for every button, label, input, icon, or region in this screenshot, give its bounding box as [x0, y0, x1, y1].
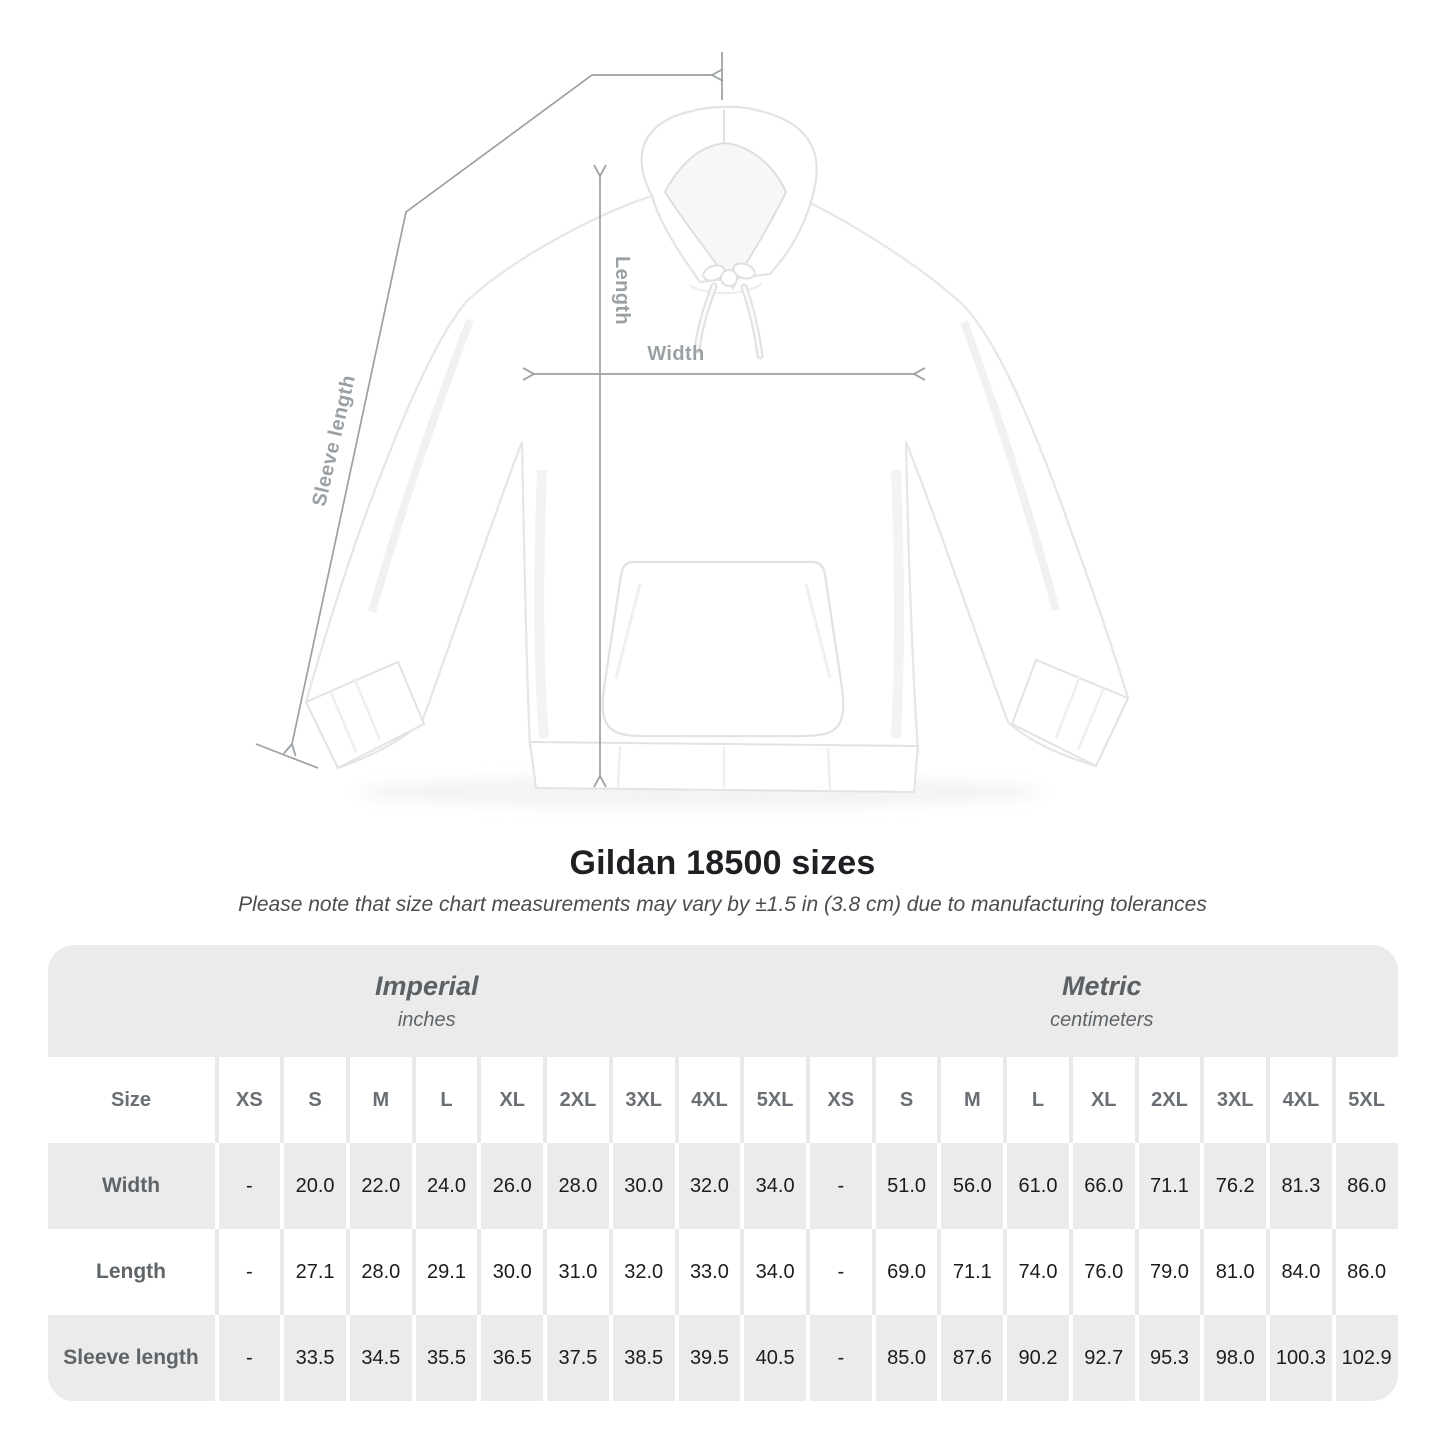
- length-annotation-label: Length: [611, 256, 633, 325]
- value-cell: 84.0: [1266, 1229, 1332, 1315]
- value-cell: 33.5: [280, 1315, 346, 1401]
- value-cell: 26.0: [477, 1143, 543, 1229]
- size-col-metric-s: S: [871, 1057, 938, 1143]
- value-cell: 30.0: [477, 1229, 543, 1315]
- imperial-sublabel: inches: [397, 1008, 456, 1031]
- unit-header-band: Imperial inches Metric centimeters: [48, 945, 1398, 1057]
- size-col-imperial-m: M: [345, 1057, 412, 1143]
- size-col-metric-xs: XS: [805, 1057, 872, 1143]
- value-cell: 28.0: [345, 1229, 412, 1315]
- value-cell: 27.1: [280, 1229, 346, 1315]
- size-col-imperial-l: L: [411, 1057, 478, 1143]
- imperial-label: Imperial: [374, 970, 479, 1001]
- value-cell: 56.0: [937, 1143, 1003, 1229]
- size-col-imperial-2xl: 2XL: [543, 1057, 609, 1143]
- size-col-imperial-3xl: 3XL: [608, 1057, 675, 1143]
- imperial-unit-header: Imperial inches: [48, 945, 807, 1057]
- row-label: Width: [101, 1174, 161, 1197]
- size-col-metric-m: M: [937, 1057, 1003, 1143]
- value-cell: -: [805, 1143, 872, 1229]
- value-cell: 86.0: [1331, 1143, 1398, 1229]
- metric-unit-header: Metric centimeters: [806, 945, 1398, 1057]
- size-col-imperial-xl: XL: [477, 1057, 543, 1143]
- value-cell: 22.0: [345, 1143, 412, 1229]
- size-table: Imperial inches Metric centimeters Size X…: [47, 945, 1398, 1401]
- measure-row-length: Length -27.1 28.0 29.1 30.0 31.0 32.0 33.0 34.0-…: [47, 1229, 1398, 1315]
- value-cell: 87.6: [937, 1315, 1003, 1401]
- size-column-header: Size: [110, 1088, 152, 1111]
- size-col-metric-xl: XL: [1068, 1057, 1135, 1143]
- metric-label: Metric: [1061, 970, 1142, 1001]
- value-cell: 32.0: [608, 1229, 675, 1315]
- value-cell: 100.3: [1266, 1315, 1332, 1401]
- sleeve-annotation-label: Sleeve length: [308, 373, 360, 509]
- size-col-metric-5xl: 5XL: [1331, 1057, 1398, 1143]
- value-cell: 30.0: [608, 1143, 675, 1229]
- value-cell: 24.0: [411, 1143, 478, 1229]
- value-cell: 36.5: [477, 1315, 543, 1401]
- size-col-metric-2xl: 2XL: [1134, 1057, 1201, 1143]
- value-cell: 76.0: [1068, 1229, 1135, 1315]
- size-col-metric-3xl: 3XL: [1200, 1057, 1266, 1143]
- size-col-metric-l: L: [1003, 1057, 1069, 1143]
- value-cell: 79.0: [1134, 1229, 1201, 1315]
- size-table-rows: Size XS S M L XL 2XL 3XL 4XL 5XL XS S M L XL 2XL 3XL 4XL 5…: [47, 1057, 1398, 1401]
- value-cell: 37.5: [543, 1315, 609, 1401]
- measure-row-sleeve-length: Sleeve length -33.5 34.5 35.5 36.5 37.5 38.5 39…: [48, 1315, 1398, 1401]
- row-label: Length: [96, 1260, 166, 1283]
- value-cell: 102.9: [1331, 1315, 1398, 1401]
- value-cell: -: [805, 1229, 872, 1315]
- size-col-metric-4xl: 4XL: [1266, 1057, 1332, 1143]
- value-cell: 66.0: [1068, 1143, 1135, 1229]
- size-col-imperial-5xl: 5XL: [740, 1057, 806, 1143]
- value-cell: 35.5: [411, 1315, 478, 1401]
- hoodie-image: [304, 105, 1130, 808]
- value-cell: 81.3: [1266, 1143, 1332, 1229]
- value-cell: 90.2: [1003, 1315, 1069, 1401]
- width-annotation-label: Width: [647, 343, 704, 365]
- measure-row-width: Width -20.0 22.0 24.0 26.0 28.0 30.0 32.0 34.0-5…: [48, 1143, 1398, 1229]
- value-cell: 61.0: [1003, 1143, 1069, 1229]
- value-cell: 31.0: [543, 1229, 609, 1315]
- sleeve-measure-line: [283, 68, 724, 757]
- value-cell: 29.1: [411, 1229, 478, 1315]
- size-col-imperial-xs: XS: [214, 1057, 281, 1143]
- value-cell: 95.3: [1134, 1315, 1201, 1401]
- value-cell: 33.0: [674, 1229, 741, 1315]
- value-cell: -: [214, 1315, 281, 1401]
- value-cell: 34.0: [740, 1143, 806, 1229]
- value-cell: 38.5: [608, 1315, 675, 1401]
- hoodie-measure-diagram: Length Width Sleeve length: [255, 52, 1130, 808]
- value-cell: 39.5: [674, 1315, 741, 1401]
- value-cell: 20.0: [280, 1143, 346, 1229]
- value-cell: 34.0: [740, 1229, 806, 1315]
- value-cell: 69.0: [871, 1229, 938, 1315]
- page-title: Gildan 18500 sizes: [569, 844, 876, 882]
- value-cell: 92.7: [1068, 1315, 1135, 1401]
- value-cell: 71.1: [1134, 1143, 1201, 1229]
- value-cell: 98.0: [1200, 1315, 1266, 1401]
- value-cell: 76.2: [1200, 1143, 1266, 1229]
- value-cell: 40.5: [740, 1315, 806, 1401]
- size-header-row: Size XS S M L XL 2XL 3XL 4XL 5XL XS S M L XL 2XL 3XL 4XL 5…: [47, 1057, 1398, 1143]
- metric-sublabel: centimeters: [1050, 1008, 1154, 1031]
- value-cell: 32.0: [674, 1143, 741, 1229]
- value-cell: 81.0: [1200, 1229, 1266, 1315]
- value-cell: 71.1: [937, 1229, 1003, 1315]
- size-col-imperial-s: S: [280, 1057, 346, 1143]
- size-guide-figure: Length Width Sleeve length: [255, 52, 1130, 808]
- size-col-imperial-4xl: 4XL: [674, 1057, 741, 1143]
- value-cell: -: [214, 1229, 281, 1315]
- value-cell: 74.0: [1003, 1229, 1069, 1315]
- tolerance-note: Please note that size chart measurements…: [238, 893, 1207, 916]
- value-cell: 85.0: [871, 1315, 938, 1401]
- row-label: Sleeve length: [63, 1346, 199, 1369]
- sleeve-cuff-tick: [255, 743, 319, 769]
- value-cell: 34.5: [345, 1315, 412, 1401]
- value-cell: -: [214, 1143, 281, 1229]
- value-cell: -: [805, 1315, 872, 1401]
- value-cell: 86.0: [1331, 1229, 1398, 1315]
- value-cell: 51.0: [871, 1143, 938, 1229]
- value-cell: 28.0: [543, 1143, 609, 1229]
